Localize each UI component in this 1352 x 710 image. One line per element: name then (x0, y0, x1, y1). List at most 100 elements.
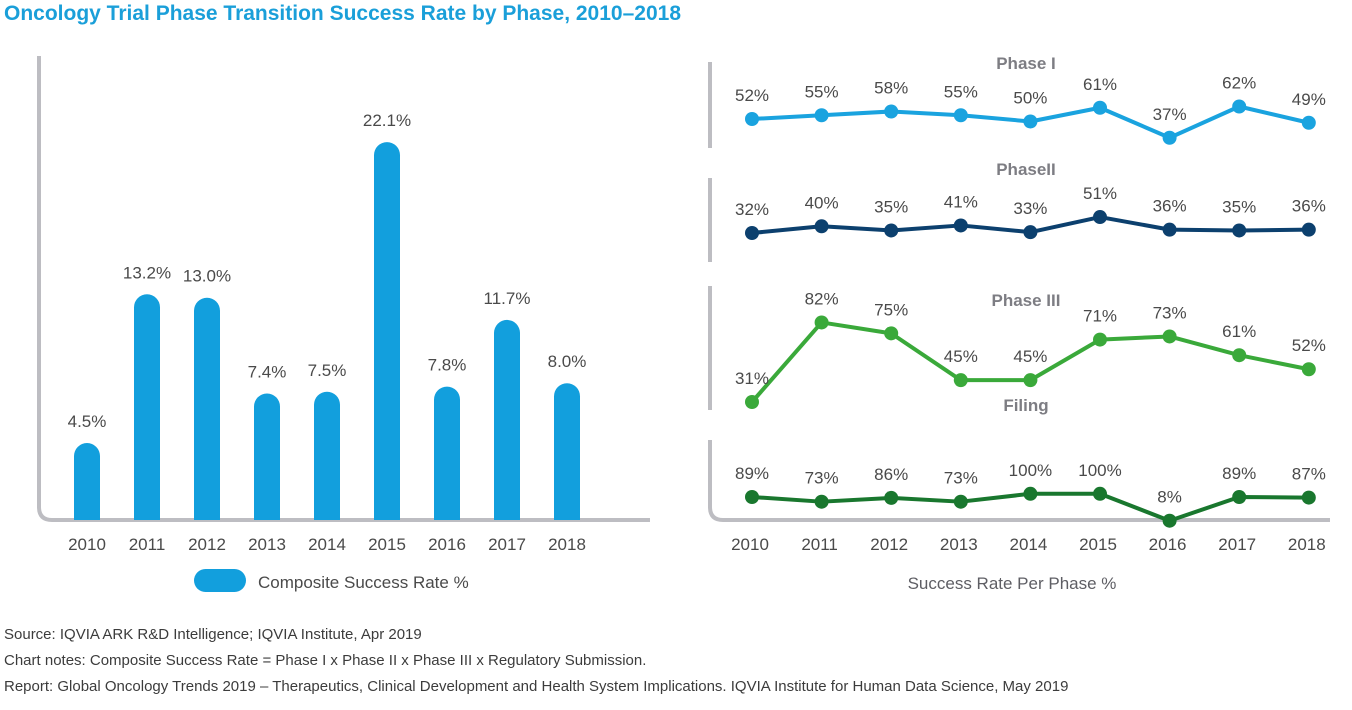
data-point (884, 104, 899, 119)
point-value-label: 71% (1083, 307, 1117, 326)
point-value-label: 45% (944, 347, 978, 366)
data-point (953, 218, 968, 233)
point-value-label: 52% (735, 86, 769, 105)
bar (554, 383, 580, 520)
point-value-label: 40% (805, 193, 839, 212)
point-value-label: 36% (1292, 197, 1326, 216)
point-value-label: 41% (944, 192, 978, 211)
bar-value-label: 4.5% (68, 412, 107, 431)
point-value-label: 45% (1013, 347, 1047, 366)
point-value-label: 61% (1083, 75, 1117, 94)
report-note: Report: Global Oncology Trends 2019 – Th… (4, 678, 1069, 695)
point-value-label: 86% (874, 465, 908, 484)
x-axis-title: Success Rate Per Phase % (908, 574, 1117, 593)
data-point (1023, 373, 1038, 388)
x-tick-label: 2015 (1079, 535, 1117, 554)
bar (74, 443, 100, 520)
point-value-label: 55% (805, 82, 839, 101)
bar-value-label: 7.5% (308, 361, 347, 380)
point-value-label: 35% (1222, 197, 1256, 216)
point-value-label: 58% (874, 79, 908, 98)
bar-value-label: 22.1% (363, 111, 411, 130)
data-point (1232, 99, 1247, 114)
data-point (1232, 348, 1247, 363)
bar (434, 386, 460, 520)
point-value-label: 36% (1153, 197, 1187, 216)
data-point (814, 494, 829, 509)
x-tick-label: 2017 (488, 535, 526, 554)
x-tick-label: 2013 (248, 535, 286, 554)
point-value-label: 55% (944, 82, 978, 101)
bar-value-label: 7.8% (428, 356, 467, 375)
point-value-label: 73% (1153, 303, 1187, 322)
legend-swatch (194, 569, 246, 592)
data-point (1162, 329, 1177, 344)
x-tick-label: 2012 (870, 535, 908, 554)
composite-bar-chart: 4.5% 2010 13.2% 2011 13.0% 2012 7.4% 2013 7.5% 20… (37, 56, 650, 592)
data-point (1301, 222, 1316, 237)
point-value-label: 32% (735, 200, 769, 219)
point-value-label: 62% (1222, 74, 1256, 93)
data-point (1023, 486, 1038, 501)
phase-axis-line (708, 440, 1330, 522)
x-tick-label: 2014 (1009, 535, 1047, 554)
bar (374, 142, 400, 520)
point-value-label: 89% (735, 464, 769, 483)
point-value-label: 35% (874, 197, 908, 216)
data-point (884, 490, 899, 505)
point-value-label: 8% (1157, 488, 1182, 507)
source-note: Source: IQVIA ARK R&D Intelligence; IQVI… (4, 626, 422, 643)
point-value-label: 31% (735, 369, 769, 388)
x-tick-label: 2018 (1288, 535, 1326, 554)
data-point (745, 490, 759, 504)
data-point (884, 223, 899, 238)
data-point (953, 373, 968, 388)
point-value-label: 51% (1083, 184, 1117, 203)
data-point (745, 395, 759, 409)
data-point (953, 108, 968, 123)
bar-value-label: 11.7% (484, 289, 531, 308)
data-point (814, 219, 829, 234)
data-point (1093, 486, 1107, 501)
point-value-label: 37% (1153, 105, 1187, 124)
x-tick-label: 2016 (428, 535, 466, 554)
point-value-label: 49% (1292, 90, 1326, 109)
x-tick-label: 2010 (731, 535, 769, 554)
data-point (884, 326, 899, 341)
phase-label: Phase III (992, 291, 1061, 310)
data-point (1093, 100, 1107, 115)
data-point (1162, 222, 1177, 237)
data-point (745, 112, 759, 126)
data-point (1093, 332, 1107, 347)
x-tick-label: 2015 (368, 535, 406, 554)
data-point (1232, 223, 1247, 238)
x-tick-label: 2011 (129, 535, 166, 554)
point-value-label: 100% (1078, 461, 1121, 480)
x-tick-label: 2016 (1149, 535, 1187, 554)
data-point (1301, 490, 1316, 505)
phase-label: Filing (1003, 396, 1048, 415)
data-point (1162, 513, 1177, 528)
bar (254, 393, 280, 520)
x-tick-label: 2011 (801, 535, 838, 554)
legend-label: Composite Success Rate % (258, 573, 469, 592)
bar-value-label: 7.4% (248, 362, 287, 381)
x-tick-label: 2017 (1218, 535, 1256, 554)
bar-value-label: 13.0% (183, 267, 231, 286)
bar-value-label: 13.2% (123, 263, 171, 282)
bar (194, 297, 220, 520)
point-value-label: 33% (1013, 199, 1047, 218)
bar-chart-axis (37, 56, 650, 522)
bar (314, 391, 340, 520)
point-value-label: 100% (1009, 461, 1052, 480)
data-point (814, 108, 829, 123)
bar (134, 294, 160, 520)
data-point (1232, 490, 1247, 504)
point-value-label: 50% (1013, 89, 1047, 108)
x-tick-label: 2014 (308, 535, 346, 554)
point-value-label: 61% (1222, 322, 1256, 341)
chart-title: Oncology Trial Phase Transition Success … (4, 2, 681, 25)
point-value-label: 73% (805, 469, 839, 488)
point-value-label: 87% (1292, 465, 1326, 484)
data-point (1162, 130, 1177, 145)
